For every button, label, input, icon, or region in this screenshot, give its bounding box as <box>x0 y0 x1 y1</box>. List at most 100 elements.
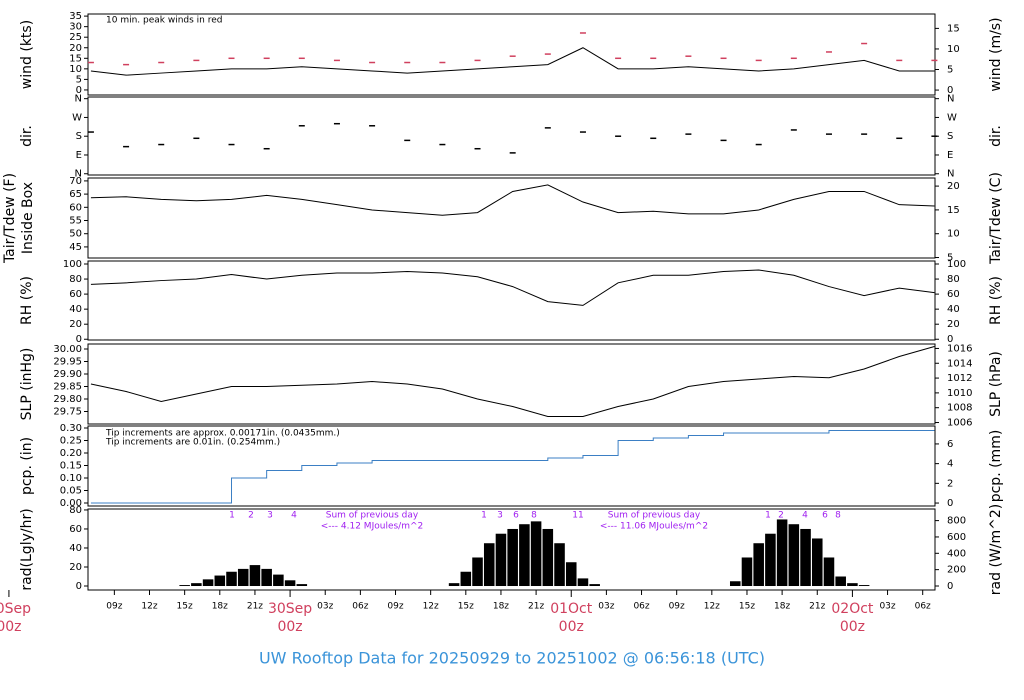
x-tick-label: 03z <box>598 602 614 612</box>
y-tick-label: 0.15 <box>60 461 82 472</box>
bar <box>847 583 858 587</box>
y2-tick-label: 20 <box>947 181 960 192</box>
panel-frame <box>87 508 936 591</box>
y-tick-label: 15 <box>69 53 82 64</box>
bar <box>565 562 577 587</box>
y2-axis-title: RH (%) <box>988 276 1004 325</box>
y-tick-label: 29.75 <box>53 407 82 418</box>
y-tick-label: 65 <box>69 189 82 200</box>
y-tick-label: 40 <box>69 304 82 315</box>
x-tick-label: 09z <box>387 602 403 612</box>
y-tick-label: 0.10 <box>60 473 82 484</box>
series-line <box>90 346 935 417</box>
bar <box>191 583 202 587</box>
y2-tick-label: 0 <box>947 334 953 345</box>
bar <box>530 521 542 587</box>
panel-note: 10 min. peak winds in red <box>106 16 223 26</box>
series-line <box>90 269 935 306</box>
bar <box>226 571 237 587</box>
y-tick-label: 29.90 <box>53 369 82 380</box>
x-tick-label: 15z <box>458 602 474 612</box>
y2-tick-label: 0 <box>947 85 953 96</box>
bar <box>835 576 846 587</box>
bar <box>249 565 261 587</box>
y-tick-label: 40 <box>69 543 82 554</box>
y2-tick-label: 0 <box>947 581 953 592</box>
y2-tick-label: 1014 <box>947 358 972 369</box>
annotation: 8 <box>835 511 841 521</box>
y2-axis-title: rad (W/m^2) <box>988 504 1004 595</box>
y-tick-label: 0.00 <box>60 498 82 509</box>
y-tick-label: 0.30 <box>60 423 82 434</box>
y2-tick-label: 80 <box>947 274 960 285</box>
x-tick-label: 12z <box>141 602 157 612</box>
y-tick-label: 29.85 <box>53 382 82 393</box>
day-sublabel: 00z <box>277 619 302 635</box>
y-tick-label: 29.95 <box>53 357 82 368</box>
y-tick-label: N <box>75 169 82 180</box>
bar <box>507 528 518 587</box>
x-tick-label: 18z <box>774 602 790 612</box>
bar <box>811 538 823 587</box>
x-tick-label: 06z <box>352 602 368 612</box>
bar <box>448 583 460 587</box>
y-axis-title: SLP (inHg) <box>19 348 35 421</box>
x-tick-label: 03z <box>317 602 333 612</box>
y-tick-label: 45 <box>69 242 82 253</box>
y-axis-title: dir. <box>19 125 35 147</box>
y-tick-label: 30.00 <box>53 344 82 355</box>
x-tick-label: 09z <box>106 602 122 612</box>
bar <box>776 519 788 587</box>
y-tick-label: 35 <box>69 11 82 22</box>
y-tick-label: 0.05 <box>60 486 82 497</box>
y-axis-title: wind (kts) <box>19 20 35 89</box>
y2-tick-label: 1016 <box>947 343 972 354</box>
series-line <box>90 430 935 504</box>
panel-note: Tip increments are 0.01in. (0.254mm.) <box>105 438 280 448</box>
day-label: 30Sep <box>0 601 31 617</box>
annotation: Sum of previous day <box>326 511 419 521</box>
bar <box>214 575 226 587</box>
day-label: 01Oct <box>550 601 593 617</box>
y-tick-label: N <box>75 94 82 105</box>
y2-tick-label: 1010 <box>947 388 972 399</box>
y-tick-label: 29.80 <box>53 394 82 405</box>
y-tick-label: 0.20 <box>60 448 82 459</box>
x-tick-label: 06z <box>915 602 931 612</box>
bar <box>577 578 589 587</box>
annotation: 8 <box>531 511 537 521</box>
footer-title: UW Rooftop Data for 20250929 to 20251002… <box>259 649 765 668</box>
bar <box>800 528 811 587</box>
annotation: 3 <box>267 511 273 521</box>
y2-tick-label: E <box>947 150 953 161</box>
y-tick-label: 0.25 <box>60 436 82 447</box>
annotation: <--- 11.06 MJoules/m^2 <box>600 522 708 532</box>
y2-tick-label: 40 <box>947 304 960 315</box>
annotation: 6 <box>822 511 828 521</box>
y-tick-label: E <box>76 150 82 161</box>
day-label: 30Sep <box>268 601 312 617</box>
y-tick-label: 80 <box>69 274 82 285</box>
bar <box>554 543 565 587</box>
x-tick-label: 18z <box>493 602 509 612</box>
annotation: 11 <box>572 511 583 521</box>
bar <box>729 581 741 587</box>
x-tick-label: 06z <box>633 602 649 612</box>
annotation: <--- 4.12 MJoules/m^2 <box>321 522 423 532</box>
bar <box>483 543 495 587</box>
y2-tick-label: 60 <box>947 289 960 300</box>
bar <box>460 571 472 587</box>
y2-tick-label: 800 <box>947 516 966 527</box>
y-tick-label: 0 <box>76 85 82 96</box>
y-axis-title: Tair/Tdew (F) <box>2 173 18 264</box>
x-tick-label: 12z <box>423 602 439 612</box>
panel-frame <box>87 260 936 341</box>
y2-axis-title: dir. <box>988 125 1004 147</box>
annotation: 1 <box>765 511 771 521</box>
y-tick-label: 20 <box>69 319 82 330</box>
y2-axis-title: wind (m/s) <box>988 17 1004 91</box>
x-tick-label: 09z <box>669 602 685 612</box>
day-sublabel: 00z <box>559 619 584 635</box>
panel-frame <box>87 96 936 176</box>
bar <box>823 557 835 587</box>
